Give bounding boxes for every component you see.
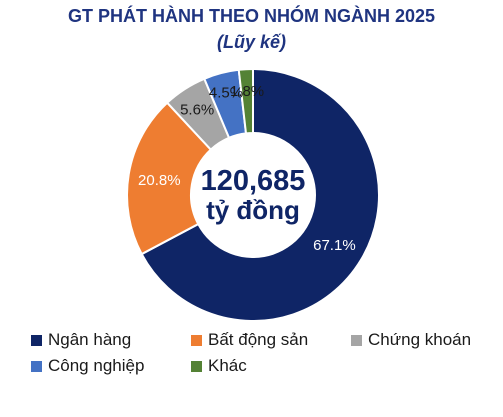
slice-label: 67.1% xyxy=(313,237,356,254)
legend-swatch xyxy=(31,360,42,372)
legend-item: Khác xyxy=(191,356,247,376)
legend-swatch xyxy=(191,360,202,372)
slice-label: 20.8% xyxy=(138,172,181,189)
legend-item: Bất động sản xyxy=(191,330,308,350)
legend-item: Chứng khoán xyxy=(351,330,471,350)
center-value: 120,685 xyxy=(201,165,306,197)
legend-swatch xyxy=(191,334,202,346)
chart-legend: Ngân hàng Bất động sản Chứng khoán Công … xyxy=(0,326,503,396)
slice-bất-động-sản xyxy=(126,101,213,256)
legend-label: Công nghiệp xyxy=(48,356,145,375)
legend-label: Chứng khoán xyxy=(368,330,472,349)
legend-label: Ngân hàng xyxy=(48,330,132,349)
slice-ngân-hàng xyxy=(140,67,380,322)
chart-title: GT PHÁT HÀNH THEO NHÓM NGÀNH 2025 xyxy=(67,6,436,26)
legend-item: Công nghiệp xyxy=(31,356,144,376)
chart-subtitle: (Lũy kế) xyxy=(216,32,286,52)
center-unit: tỷ đồng xyxy=(206,195,300,225)
slice-label: 5.6% xyxy=(180,101,214,118)
legend-swatch xyxy=(31,334,42,346)
slice-khác xyxy=(237,67,254,135)
legend-swatch xyxy=(351,334,362,346)
slice-label: 1.8% xyxy=(230,83,264,100)
legend-label: Bất động sản xyxy=(208,330,309,349)
donut-chart: 67.1% 20.8% 5.6%4.5%1.8% 120,685 tỷ đồng xyxy=(126,67,380,322)
slice-label: 4.5% xyxy=(209,84,243,101)
legend-label: Khác xyxy=(208,356,247,375)
legend-item: Ngân hàng xyxy=(31,330,131,350)
